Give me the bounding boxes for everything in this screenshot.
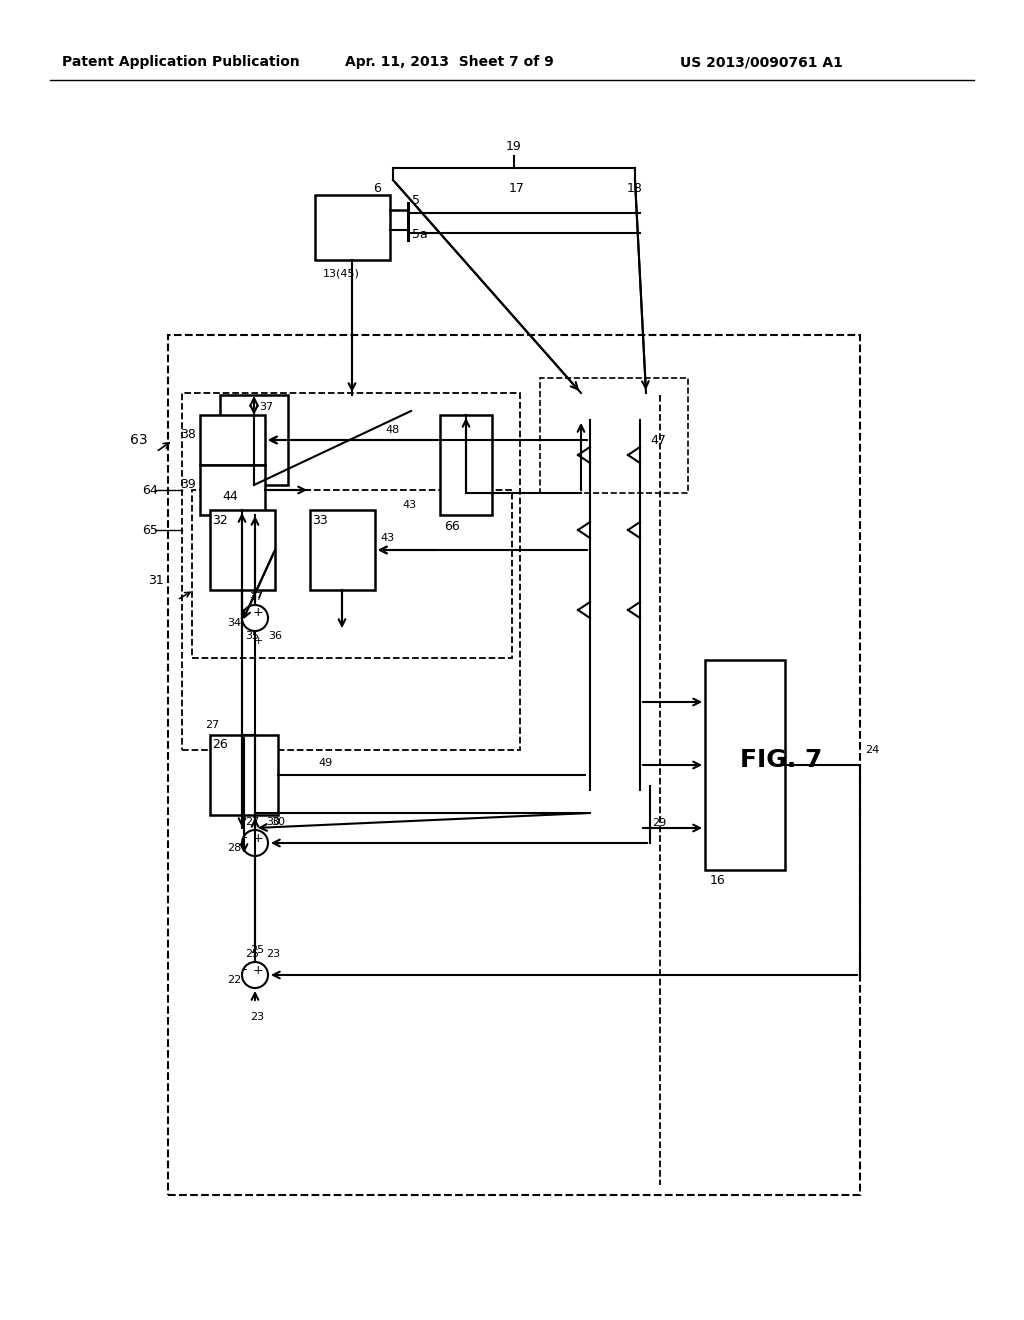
Text: +: + bbox=[253, 964, 263, 977]
Text: 43: 43 bbox=[402, 500, 416, 510]
Text: 65: 65 bbox=[142, 524, 158, 536]
Text: 66: 66 bbox=[444, 520, 460, 533]
Text: 37: 37 bbox=[249, 591, 263, 602]
Text: 24: 24 bbox=[865, 744, 880, 755]
Bar bbox=[705, 660, 785, 870]
Text: 23: 23 bbox=[266, 949, 281, 960]
Circle shape bbox=[242, 962, 268, 987]
Bar bbox=[220, 395, 288, 484]
Text: 38: 38 bbox=[180, 429, 196, 441]
Text: 47: 47 bbox=[650, 433, 666, 446]
Circle shape bbox=[242, 830, 268, 855]
Bar bbox=[168, 335, 860, 1195]
Bar bbox=[310, 510, 375, 590]
Bar bbox=[315, 195, 390, 260]
Bar bbox=[620, 393, 672, 483]
Text: 27: 27 bbox=[205, 719, 219, 730]
Bar bbox=[440, 414, 492, 515]
Text: 30: 30 bbox=[266, 817, 280, 828]
Text: 17: 17 bbox=[509, 181, 525, 194]
Text: 35: 35 bbox=[245, 631, 259, 642]
Text: 43: 43 bbox=[380, 533, 394, 543]
Text: 48: 48 bbox=[385, 425, 399, 436]
Bar bbox=[555, 393, 607, 483]
Text: 29: 29 bbox=[652, 818, 667, 828]
Text: Patent Application Publication: Patent Application Publication bbox=[62, 55, 300, 69]
Text: -: - bbox=[243, 832, 247, 845]
Text: -: - bbox=[243, 606, 247, 619]
Text: 39: 39 bbox=[180, 479, 196, 491]
Text: 36: 36 bbox=[268, 631, 282, 642]
Text: +: + bbox=[253, 636, 263, 645]
Text: 37: 37 bbox=[259, 403, 273, 412]
Text: 30: 30 bbox=[271, 817, 285, 828]
Text: +: + bbox=[253, 832, 263, 845]
Text: 37: 37 bbox=[249, 590, 263, 601]
Bar bbox=[540, 378, 688, 492]
Text: +: + bbox=[253, 606, 263, 619]
Bar bbox=[182, 393, 520, 750]
Text: 19: 19 bbox=[506, 140, 522, 153]
Text: Apr. 11, 2013  Sheet 7 of 9: Apr. 11, 2013 Sheet 7 of 9 bbox=[345, 55, 554, 69]
Text: 25: 25 bbox=[250, 945, 264, 954]
Text: 22: 22 bbox=[227, 975, 242, 985]
Text: 63: 63 bbox=[130, 433, 147, 447]
Bar bbox=[200, 465, 265, 515]
Text: FIG. 7: FIG. 7 bbox=[740, 748, 822, 772]
Text: 13(45): 13(45) bbox=[323, 268, 359, 279]
Text: 5: 5 bbox=[412, 194, 420, 206]
Text: 44: 44 bbox=[222, 491, 238, 503]
Text: -: - bbox=[243, 964, 247, 977]
Text: 34: 34 bbox=[227, 618, 241, 628]
Text: 33: 33 bbox=[312, 513, 328, 527]
Text: 31: 31 bbox=[148, 573, 164, 586]
Text: 26: 26 bbox=[212, 738, 227, 751]
Text: 18: 18 bbox=[627, 181, 643, 194]
Circle shape bbox=[242, 605, 268, 631]
Text: US 2013/0090761 A1: US 2013/0090761 A1 bbox=[680, 55, 843, 69]
Text: 49: 49 bbox=[318, 758, 332, 768]
Text: 32: 32 bbox=[212, 513, 227, 527]
Bar bbox=[193, 490, 512, 657]
Bar bbox=[210, 510, 275, 590]
Text: 16: 16 bbox=[710, 874, 726, 887]
Text: 5a: 5a bbox=[412, 228, 428, 242]
Bar bbox=[210, 735, 278, 814]
Text: 27: 27 bbox=[245, 817, 259, 828]
Text: 6: 6 bbox=[373, 181, 381, 194]
Text: 64: 64 bbox=[142, 483, 158, 496]
Text: 23: 23 bbox=[250, 1012, 264, 1022]
Bar bbox=[200, 414, 265, 465]
Text: 28: 28 bbox=[227, 843, 242, 853]
Text: 25: 25 bbox=[245, 949, 259, 960]
